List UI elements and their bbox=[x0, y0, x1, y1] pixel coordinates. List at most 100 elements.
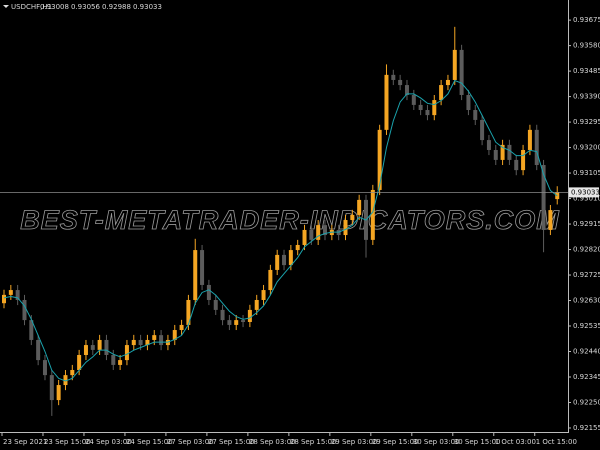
x-tick-label: 29 Sep 15:00 bbox=[372, 438, 419, 446]
candle-body bbox=[268, 269, 273, 291]
candle-body bbox=[2, 294, 6, 304]
candle-body bbox=[49, 375, 54, 401]
candle-body bbox=[350, 214, 355, 221]
candle-body bbox=[159, 335, 164, 346]
candle-body bbox=[261, 290, 266, 300]
candle-body bbox=[370, 189, 375, 240]
y-tick-label: 0.93485 bbox=[573, 67, 600, 75]
candle-body bbox=[22, 299, 27, 321]
price-label: 0.93033 bbox=[571, 188, 600, 196]
y-tick-label: 0.93010 bbox=[573, 195, 600, 203]
x-tick-label: 23 Sep 15:00 bbox=[44, 438, 91, 446]
candle-body bbox=[384, 74, 389, 130]
candle-body bbox=[425, 110, 430, 116]
y-tick-label: 0.92440 bbox=[573, 348, 600, 356]
y-tick-label: 0.92345 bbox=[573, 373, 600, 381]
candle-body bbox=[124, 345, 129, 361]
candle-body bbox=[131, 339, 136, 346]
x-tick-label: 30 Sep 03:00 bbox=[413, 438, 460, 446]
candle-body bbox=[83, 345, 88, 355]
candle-body bbox=[404, 85, 409, 95]
x-tick-label: 1 Oct 03:00 bbox=[495, 438, 536, 446]
x-tick-label: 1 Oct 15:00 bbox=[536, 438, 577, 446]
candle-body bbox=[343, 220, 348, 236]
candle-body bbox=[42, 360, 47, 376]
candle-body bbox=[323, 225, 328, 236]
candle-body bbox=[241, 320, 246, 322]
candle-body bbox=[466, 94, 471, 111]
candle-body bbox=[152, 335, 157, 340]
candle-body bbox=[493, 149, 498, 160]
candle-body bbox=[15, 290, 20, 300]
candle-body bbox=[514, 159, 519, 171]
candle-body bbox=[8, 290, 13, 295]
candle-body bbox=[302, 229, 307, 245]
header-high: 0.93056 bbox=[71, 3, 100, 11]
candle-body bbox=[377, 129, 382, 190]
candle-body bbox=[193, 250, 198, 300]
y-tick-label: 0.93200 bbox=[573, 144, 600, 152]
candle-body bbox=[111, 354, 116, 365]
candle-body bbox=[507, 144, 512, 160]
candle-body bbox=[104, 339, 109, 355]
y-tick-label: 0.92725 bbox=[573, 271, 600, 279]
candle-body bbox=[206, 284, 211, 300]
candle-body bbox=[391, 74, 396, 80]
x-tick-label: 27 Sep 03:00 bbox=[167, 438, 214, 446]
candle-body bbox=[418, 104, 423, 111]
candle-body bbox=[56, 385, 61, 401]
candle-body bbox=[398, 79, 403, 86]
candle-body bbox=[486, 140, 491, 150]
y-tick-label: 0.92820 bbox=[573, 246, 600, 254]
candle-body bbox=[70, 370, 75, 376]
candle-body bbox=[213, 299, 218, 310]
candle-body bbox=[227, 320, 232, 325]
candle-body bbox=[90, 345, 95, 350]
candle-body bbox=[145, 339, 150, 346]
candle-body bbox=[548, 210, 553, 230]
menu-triangle bbox=[3, 5, 9, 8]
x-tick-label: 24 Sep 03:00 bbox=[85, 438, 132, 446]
candle-body bbox=[527, 129, 532, 150]
y-tick-label: 0.93675 bbox=[573, 16, 600, 24]
candle-body bbox=[29, 320, 34, 340]
candle-body bbox=[254, 299, 259, 310]
y-tick-label: 0.93105 bbox=[573, 169, 600, 177]
x-tick-label: 27 Sep 15:00 bbox=[208, 438, 255, 446]
y-tick-label: 0.92155 bbox=[573, 424, 600, 432]
candle-body bbox=[186, 299, 191, 325]
candle-body bbox=[63, 375, 68, 386]
candle-body bbox=[357, 199, 362, 215]
candle-body bbox=[220, 309, 225, 321]
y-tick-label: 0.92915 bbox=[573, 220, 600, 228]
x-tick-label: 23 Sep 2021 bbox=[3, 438, 47, 446]
price-label-box bbox=[569, 187, 599, 198]
header-close: 0.93033 bbox=[133, 3, 162, 11]
candle-body bbox=[172, 330, 177, 340]
y-tick-label: 0.93390 bbox=[573, 93, 600, 101]
candle-body bbox=[179, 324, 184, 331]
candle-body bbox=[288, 250, 293, 266]
x-tick-label: 29 Sep 03:00 bbox=[331, 438, 378, 446]
candle-body bbox=[295, 244, 300, 251]
candle-body bbox=[432, 100, 437, 116]
symbol: USDCHF,H1 bbox=[11, 3, 52, 11]
candle-body bbox=[316, 225, 321, 240]
candle-body bbox=[138, 339, 143, 346]
candle-body bbox=[473, 110, 478, 120]
candle-body bbox=[439, 85, 444, 101]
y-tick-label: 0.93580 bbox=[573, 42, 600, 50]
candle-body bbox=[36, 339, 41, 361]
candle-body bbox=[480, 119, 485, 141]
candle-body bbox=[234, 320, 239, 325]
candle-body bbox=[445, 79, 450, 86]
candle-body bbox=[275, 254, 280, 270]
y-tick-label: 0.92250 bbox=[573, 398, 600, 406]
candle-body bbox=[200, 250, 205, 285]
candle-body bbox=[411, 94, 416, 105]
moving-average bbox=[3, 79, 558, 382]
candle-body bbox=[97, 339, 102, 350]
header-low: 0.92988 bbox=[102, 3, 131, 11]
